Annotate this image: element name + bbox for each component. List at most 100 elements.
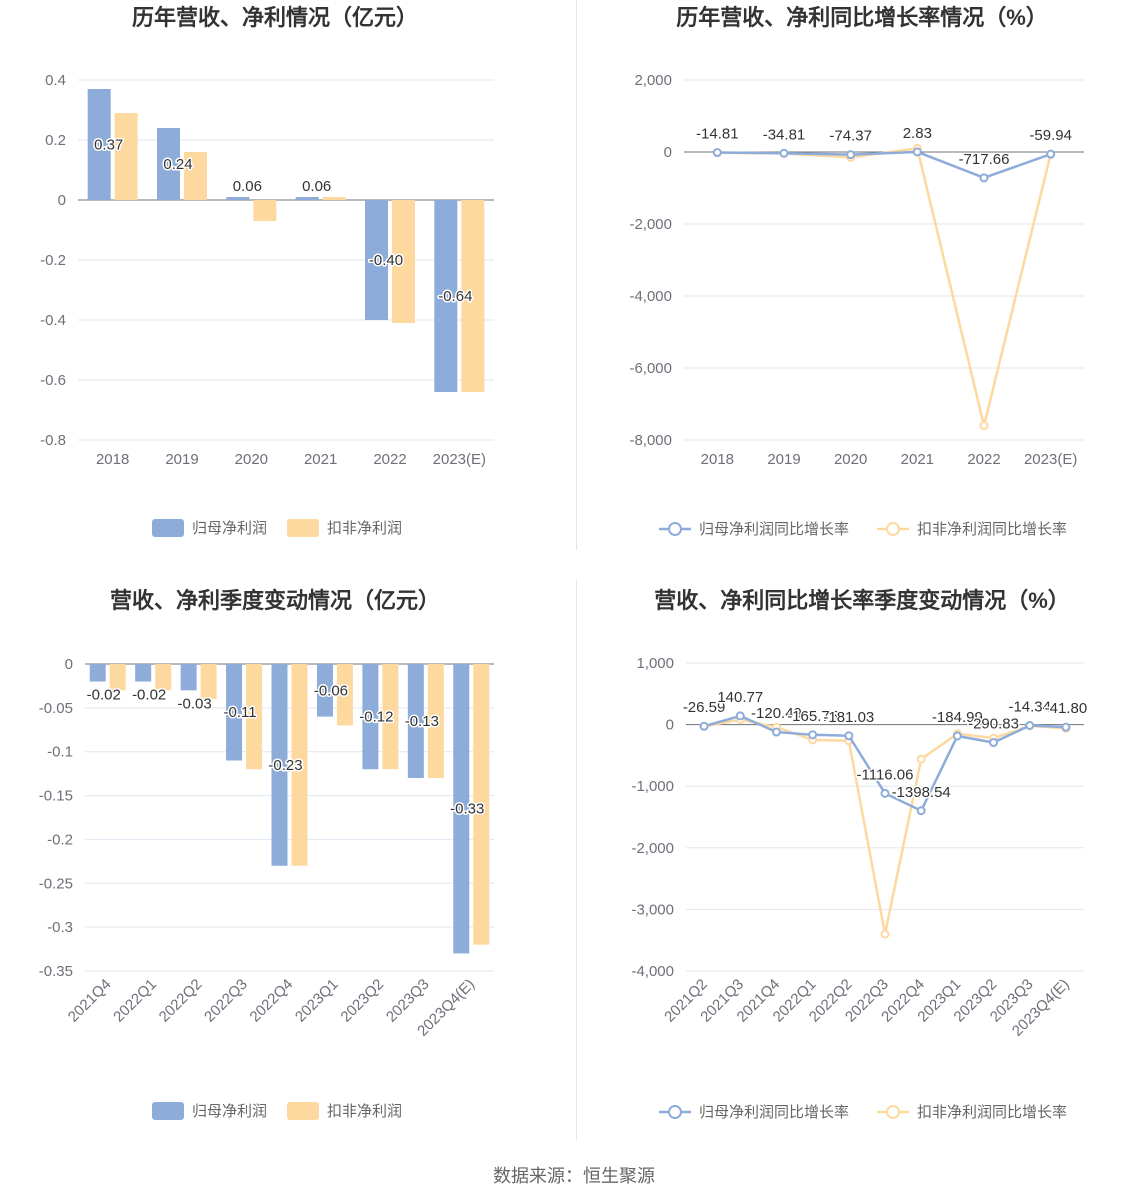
legend-marker — [668, 1105, 682, 1119]
line-point — [916, 806, 926, 816]
bar-attributable-profit — [362, 664, 379, 770]
data-label: -0.12 — [359, 709, 393, 726]
annual-growth-chart: 历年营收、净利同比增长率情况（%） 2,000 0 -2,000 -4,000 -6,00… — [577, 0, 1148, 560]
y-tick-label: 0 — [58, 192, 66, 209]
data-label: -0.11 — [224, 704, 257, 721]
bar-attributable-profit — [434, 200, 458, 392]
legend-swatch-attributable — [152, 1102, 184, 1120]
line-point — [1025, 720, 1035, 730]
bar-attributable-profit — [226, 197, 250, 200]
line-point — [912, 147, 922, 157]
line-attributable-growth — [717, 150, 1052, 180]
bar-deducted-profit — [291, 664, 308, 866]
panel-divider-bottom — [576, 580, 577, 1140]
y-tick-label: -0.15 — [39, 788, 73, 805]
y-tick-label: -4,000 — [631, 963, 674, 980]
data-label: 0.24 — [163, 156, 192, 173]
bar-deducted-profit — [473, 664, 490, 945]
data-label: -1398.54 — [892, 784, 951, 801]
legend-label: 扣非净利润同比增长率 — [917, 1104, 1067, 1121]
data-label: -14.81 — [696, 126, 739, 143]
bar-attributable-profit — [157, 128, 180, 200]
data-label: -0.23 — [268, 757, 302, 774]
data-label: -184.99 — [932, 709, 983, 726]
annual-profit-svg: 历年营收、净利情况（亿元） 0.4 0.2 0 -0.2 -0.4 -0.6 -0.8 2018… — [40, 5, 494, 537]
data-label: -34.81 — [763, 126, 806, 143]
data-label: -26.59 — [683, 699, 726, 716]
y-tick-label: 0 — [65, 656, 73, 673]
chart-title: 历年营收、净利情况（亿元） — [132, 5, 418, 30]
bar-attributable-profit — [89, 664, 106, 682]
bar-attributable-profit — [135, 664, 152, 682]
legend-label: 扣非净利润 — [327, 520, 402, 537]
line-point — [735, 711, 745, 721]
bar-deducted-profit — [200, 664, 217, 700]
data-label: -0.06 — [314, 682, 348, 699]
line-point — [1061, 722, 1071, 732]
line-point — [779, 148, 789, 158]
x-tick-label: 2023(E) — [1024, 451, 1077, 468]
data-label: -0.40 — [369, 252, 403, 269]
data-label: -0.02 — [132, 687, 166, 704]
bar-deducted-profit — [114, 113, 138, 200]
x-tick-label: 2020 — [235, 451, 268, 468]
y-tick-label: 0.4 — [45, 72, 66, 89]
y-tick-label: -0.2 — [47, 831, 73, 848]
bar-deducted-profit — [246, 664, 263, 770]
data-label: 0.37 — [94, 137, 123, 154]
x-tick-label: 2020 — [834, 451, 867, 468]
data-label: -0.03 — [178, 695, 212, 712]
line-point — [808, 730, 818, 740]
bar-deducted-profit — [253, 200, 277, 221]
y-tick-label: -1,000 — [631, 778, 674, 795]
legend-swatch-deducted — [287, 1102, 319, 1120]
legend-label: 扣非净利润 — [327, 1103, 402, 1120]
x-tick-label: 2022Q1 — [110, 976, 160, 1026]
data-label: -717.66 — [959, 151, 1010, 168]
x-tick-label: 2022Q2 — [156, 976, 206, 1026]
line-point — [771, 727, 781, 737]
line-point — [880, 929, 890, 939]
data-label: -181.03 — [823, 709, 874, 726]
bar-attributable-profit — [407, 664, 424, 779]
x-tick-label: 2022 — [373, 451, 406, 468]
chart-title: 营收、净利同比增长率季度变动情况（%） — [654, 588, 1070, 613]
quarterly-profit-chart: 营收、净利季度变动情况（亿元） 0 -0.05 -0.1 -0.15 -0.2 -0.25 -… — [0, 580, 577, 1150]
data-label: -1116.06 — [857, 766, 914, 783]
x-tick-label: 2023Q2 — [337, 976, 387, 1026]
y-tick-label: -2,000 — [629, 216, 672, 233]
data-label: -14.34 — [1008, 698, 1051, 715]
bar-attributable-profit — [316, 664, 333, 717]
bar-deducted-profit — [109, 664, 126, 691]
legend-marker — [668, 522, 682, 536]
quarterly-profit-svg: 营收、净利季度变动情况（亿元） 0 -0.05 -0.1 -0.15 -0.2 -0.25 -… — [39, 588, 494, 1120]
y-tick-label: -0.6 — [40, 372, 66, 389]
legend-swatch-attributable — [152, 519, 184, 537]
data-label: -41.80 — [1045, 700, 1088, 717]
x-tick-label: 2021 — [304, 451, 337, 468]
bar-attributable-profit — [365, 200, 388, 320]
y-tick-label: 2,000 — [634, 72, 672, 89]
bar-deducted-profit — [382, 664, 399, 770]
y-tick-label: -0.25 — [39, 875, 73, 892]
bar-deducted-profit — [461, 200, 485, 392]
bar-deducted-profit — [427, 664, 444, 779]
data-label: -0.02 — [87, 687, 121, 704]
y-tick-label: -0.35 — [39, 963, 73, 980]
data-label: -120.49 — [751, 705, 802, 722]
y-tick-label: -0.3 — [47, 919, 73, 936]
y-tick-label: -2,000 — [631, 840, 674, 857]
data-label: -59.94 — [1029, 127, 1072, 144]
x-tick-label: 2022 — [967, 451, 1000, 468]
data-label: 2.83 — [903, 125, 932, 142]
bar-attributable-profit — [226, 664, 243, 761]
bar-deducted-profit — [336, 664, 353, 726]
line-point — [880, 788, 890, 798]
quarterly-growth-svg: 营收、净利同比增长率季度变动情况（%） 1,000 0 -1,000 -2,000 -3,… — [631, 588, 1088, 1121]
y-tick-label: 0 — [664, 144, 672, 161]
x-tick-label: 2019 — [767, 451, 800, 468]
data-label: -0.33 — [450, 801, 484, 818]
line-point — [699, 721, 709, 731]
x-tick-label: 2018 — [701, 451, 734, 468]
data-source: 数据来源：恒生聚源 — [493, 1166, 655, 1186]
